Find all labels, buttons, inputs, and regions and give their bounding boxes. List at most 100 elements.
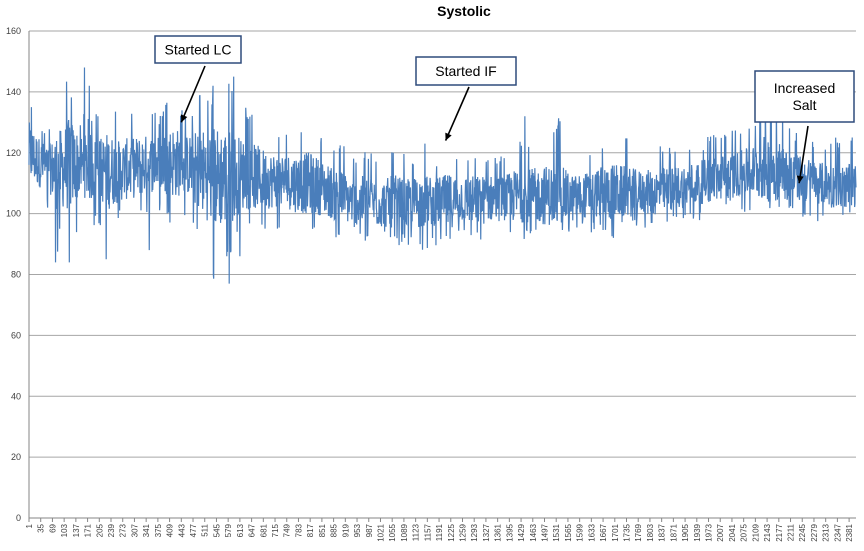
annotation-box bbox=[415, 56, 517, 86]
y-tick-label: 60 bbox=[11, 330, 21, 340]
y-axis-ticks: 0 20 40 60 80 100 120 140 160 bbox=[6, 26, 21, 523]
x-tick-label: 103 bbox=[60, 523, 69, 537]
x-tick-label: 341 bbox=[142, 523, 151, 537]
x-tick-label: 2177 bbox=[775, 523, 784, 541]
x-tick-label: 137 bbox=[72, 523, 81, 537]
y-tick-label: 140 bbox=[6, 87, 21, 97]
x-tick-label: 1905 bbox=[681, 523, 690, 541]
x-tick-label: 1837 bbox=[658, 523, 667, 541]
x-tick-label: 1565 bbox=[564, 523, 573, 541]
x-tick-label: 2211 bbox=[787, 523, 796, 541]
x-tick-label: 2007 bbox=[716, 523, 725, 541]
x-tick-label: 1157 bbox=[423, 523, 432, 541]
x-tick-label: 2347 bbox=[833, 523, 842, 541]
x-tick-label: 375 bbox=[154, 523, 163, 537]
gridlines bbox=[28, 30, 856, 519]
x-tick-label: 1191 bbox=[435, 523, 444, 541]
x-tick-label: 1225 bbox=[447, 523, 456, 541]
x-tick-label: 1 bbox=[25, 523, 34, 528]
arrowhead bbox=[796, 175, 804, 184]
x-tick-label: 1497 bbox=[540, 523, 549, 541]
y-tick-label: 160 bbox=[6, 26, 21, 36]
x-tick-label: 511 bbox=[201, 523, 210, 536]
x-tick-label: 1055 bbox=[388, 523, 397, 541]
annotation-callout: Started IF bbox=[415, 56, 517, 141]
x-tick-label: 2279 bbox=[810, 523, 819, 541]
x-tick-label: 35 bbox=[37, 523, 46, 532]
x-tick-label: 545 bbox=[212, 523, 221, 537]
series-layer bbox=[28, 67, 857, 284]
y-tick-label: 100 bbox=[6, 209, 21, 219]
annotation-text: Started LC bbox=[165, 42, 232, 58]
annotation-text: Salt bbox=[792, 97, 816, 113]
annotation-arrow bbox=[798, 125, 809, 184]
x-tick-label: 1633 bbox=[587, 523, 596, 541]
x-tick-label: 1361 bbox=[494, 523, 503, 541]
arrowhead bbox=[180, 114, 188, 123]
x-tick-label: 647 bbox=[248, 523, 257, 537]
x-tick-label: 1259 bbox=[458, 523, 467, 541]
annotation-arrow bbox=[180, 65, 206, 123]
x-tick-label: 953 bbox=[353, 523, 362, 537]
annotation-box bbox=[754, 70, 855, 123]
x-tick-label: 817 bbox=[306, 523, 315, 537]
x-tick-label: 1327 bbox=[482, 523, 491, 541]
x-tick-label: 1599 bbox=[576, 523, 585, 541]
x-tick-label: 783 bbox=[294, 523, 303, 537]
x-tick-label: 2109 bbox=[751, 523, 760, 541]
y-tick-label: 20 bbox=[11, 452, 21, 462]
x-tick-label: 1089 bbox=[400, 523, 409, 541]
x-tick-label: 749 bbox=[283, 523, 292, 537]
x-tick-label: 2245 bbox=[798, 523, 807, 541]
x-tick-label: 1395 bbox=[505, 523, 514, 541]
x-tick-label: 477 bbox=[189, 523, 198, 537]
annotation-callout: Started LC bbox=[154, 35, 242, 123]
annotation-box bbox=[154, 35, 242, 64]
x-axis-ticks: 1 35 69 103 137 171 205 239 273 307 341 375 409 443 47… bbox=[25, 518, 854, 542]
x-tick-label: 715 bbox=[271, 523, 280, 537]
x-tick-label: 919 bbox=[341, 523, 350, 537]
x-tick-label: 1021 bbox=[376, 523, 385, 541]
x-tick-label: 307 bbox=[130, 523, 139, 537]
x-tick-label: 69 bbox=[48, 523, 57, 532]
x-tick-label: 885 bbox=[330, 523, 339, 537]
x-tick-label: 2313 bbox=[822, 523, 831, 541]
y-tick-label: 0 bbox=[16, 513, 21, 523]
x-tick-label: 2381 bbox=[845, 523, 854, 541]
annotation-text: Increased bbox=[774, 80, 835, 96]
x-tick-label: 1293 bbox=[470, 523, 479, 541]
x-tick-label: 2143 bbox=[763, 523, 772, 541]
y-tick-label: 40 bbox=[11, 391, 21, 401]
x-tick-label: 443 bbox=[177, 523, 186, 537]
x-tick-label: 1803 bbox=[646, 523, 655, 541]
x-tick-label: 851 bbox=[318, 523, 327, 537]
x-tick-label: 409 bbox=[166, 523, 175, 537]
annotation-text: Started IF bbox=[435, 63, 496, 79]
x-tick-label: 1123 bbox=[412, 523, 421, 541]
x-tick-label: 239 bbox=[107, 523, 116, 537]
x-tick-label: 171 bbox=[84, 523, 93, 537]
x-tick-label: 1735 bbox=[623, 523, 632, 541]
x-tick-label: 613 bbox=[236, 523, 245, 537]
x-tick-label: 2041 bbox=[728, 523, 737, 541]
chart-title: Systolic bbox=[437, 3, 491, 19]
x-tick-label: 1463 bbox=[529, 523, 538, 541]
x-tick-label: 1871 bbox=[669, 523, 678, 541]
x-tick-label: 1701 bbox=[611, 523, 620, 541]
x-tick-label: 681 bbox=[259, 523, 268, 537]
x-tick-label: 1667 bbox=[599, 523, 608, 541]
x-tick-label: 579 bbox=[224, 523, 233, 537]
x-tick-label: 205 bbox=[95, 523, 104, 537]
y-tick-label: 80 bbox=[11, 270, 21, 280]
annotation-arrow bbox=[444, 86, 470, 141]
x-tick-label: 1531 bbox=[552, 523, 561, 541]
x-tick-label: 1769 bbox=[634, 523, 643, 541]
x-tick-label: 2075 bbox=[740, 523, 749, 541]
x-tick-label: 273 bbox=[119, 523, 128, 537]
arrowhead bbox=[445, 132, 452, 141]
x-tick-label: 1973 bbox=[705, 523, 714, 541]
systolic-series-line bbox=[28, 67, 857, 284]
